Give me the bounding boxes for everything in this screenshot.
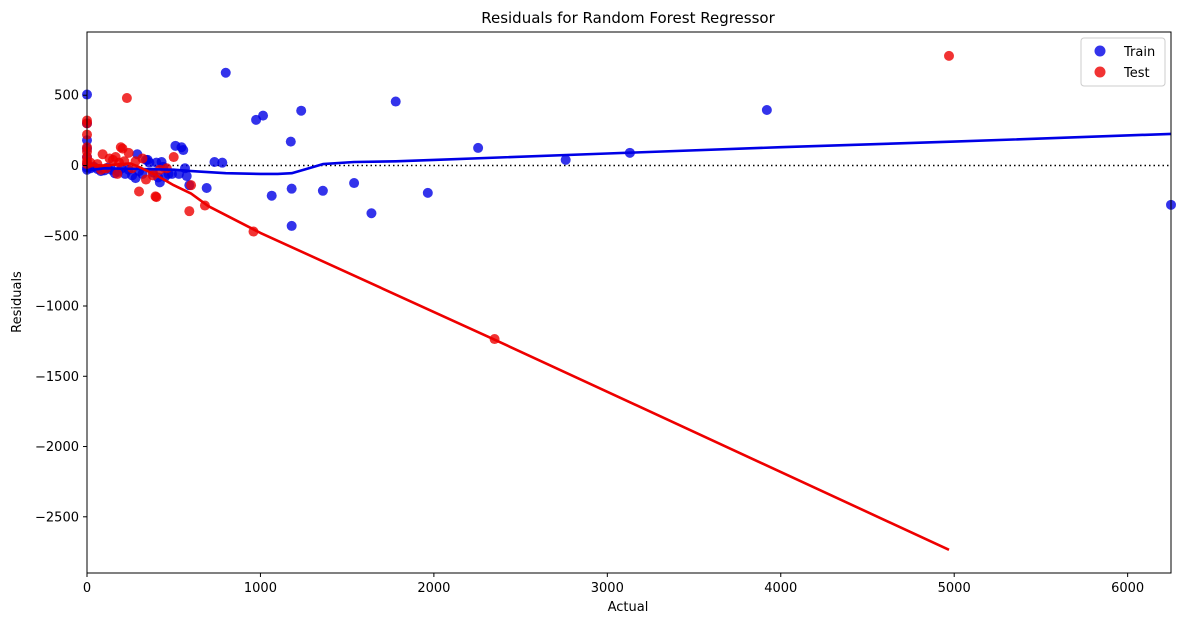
x-tick-label: 4000 xyxy=(764,581,797,596)
train-point xyxy=(349,178,360,189)
train-point xyxy=(178,145,189,156)
test-point xyxy=(121,93,132,104)
plot-background xyxy=(87,32,1171,573)
train-point xyxy=(366,208,377,219)
legend-marker-test xyxy=(1094,66,1106,78)
train-point xyxy=(317,185,328,196)
x-tick-label: 6000 xyxy=(1111,581,1144,596)
test-point xyxy=(943,50,954,61)
test-fit-line xyxy=(86,162,950,551)
train-point xyxy=(422,187,433,198)
legend-label-train: Train xyxy=(1123,45,1155,60)
y-tick-label: 500 xyxy=(54,89,79,104)
train-point xyxy=(258,110,269,121)
y-tick-label: −1500 xyxy=(35,370,79,385)
y-tick-label: −1000 xyxy=(35,300,79,315)
legend-marker-train xyxy=(1094,45,1106,57)
train-point xyxy=(266,190,277,201)
train-point xyxy=(761,104,772,115)
plot-frame xyxy=(86,31,1172,574)
train-point xyxy=(181,171,192,182)
train-point xyxy=(296,105,307,116)
train-point xyxy=(390,96,401,107)
x-tick-label: 3000 xyxy=(591,581,624,596)
y-tick-label: −2500 xyxy=(35,510,79,525)
test-point xyxy=(123,147,134,158)
train-point xyxy=(217,157,228,168)
y-tick-label: −2000 xyxy=(35,440,79,455)
x-axis-ticks: 0 1000 2000 3000 4000 5000 6000 xyxy=(83,573,1144,596)
y-tick-label: −500 xyxy=(43,229,79,244)
train-point xyxy=(473,142,484,153)
train-point xyxy=(286,220,297,231)
train-point xyxy=(286,183,297,194)
train-fit-line xyxy=(86,132,1172,176)
plot-area xyxy=(82,31,1176,574)
legend-label-test: Test xyxy=(1123,66,1150,81)
test-point xyxy=(134,186,145,197)
y-tick-label: 0 xyxy=(71,159,79,174)
legend: Train Test xyxy=(1080,37,1166,87)
test-point xyxy=(151,192,162,203)
x-tick-label: 2000 xyxy=(417,581,450,596)
x-tick-label: 0 xyxy=(83,581,91,596)
y-axis-ticks: 500 0 −500 −1000 −1500 −2000 −2500 xyxy=(35,89,87,525)
train-point xyxy=(220,67,231,78)
test-point xyxy=(168,152,179,163)
fit-lines-layer xyxy=(86,132,1172,551)
train-point xyxy=(209,156,220,167)
y-axis-label: Residuals xyxy=(10,271,25,333)
chart-title: Residuals for Random Forest Regressor xyxy=(481,9,775,27)
test-point xyxy=(186,180,197,191)
x-tick-label: 5000 xyxy=(938,581,971,596)
x-tick-label: 1000 xyxy=(244,581,277,596)
test-point xyxy=(184,206,195,217)
x-axis-label: Actual xyxy=(608,600,649,615)
test-point xyxy=(112,168,123,179)
train-point xyxy=(201,182,212,193)
train-point xyxy=(285,136,296,147)
test-point xyxy=(137,153,148,164)
train-point xyxy=(560,154,571,165)
